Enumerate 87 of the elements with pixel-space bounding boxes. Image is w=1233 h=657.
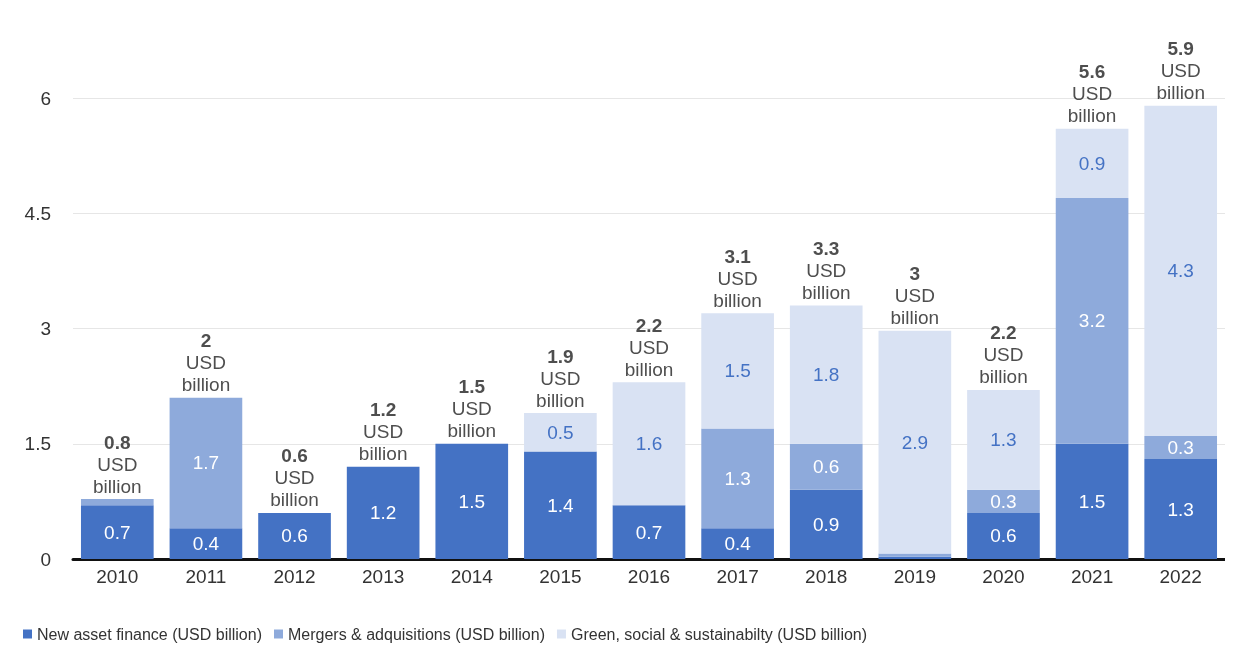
bar <box>789 489 863 559</box>
legend-label: New asset finance (USD billion) <box>37 625 262 643</box>
y-tick-label: 6 <box>40 87 51 109</box>
data-label: 1.4 <box>547 494 575 516</box>
x-tick-label: 2022 <box>1159 566 1202 587</box>
bar <box>80 505 154 559</box>
y-tick-label: 0 <box>40 548 51 570</box>
data-label: 0.9 <box>1078 152 1106 174</box>
y-tick-label: 1.5 <box>24 433 51 455</box>
x-tick-label: 2020 <box>982 566 1025 587</box>
total-label: 1.2 USD billion <box>358 399 408 465</box>
legend-label: Mergers & adquisitions (USD billion) <box>287 625 545 643</box>
bar <box>701 528 774 559</box>
data-label: 0.4 <box>724 533 752 555</box>
x-tick-label: 2012 <box>273 566 316 587</box>
total-label: 3.3 USD billion <box>801 237 851 303</box>
legend-label: Green, social & sustainabilty (USD billion) <box>570 625 868 643</box>
total-label: 3.1 USD billion <box>713 245 762 311</box>
x-tick-label: 2019 <box>893 566 936 587</box>
x-tick-label: 2016 <box>627 566 671 587</box>
data-label: 1.6 <box>635 433 663 455</box>
data-label: 1.3 <box>990 429 1017 451</box>
bar <box>524 451 597 559</box>
bar <box>1144 436 1218 460</box>
total-label: 5.9 USD billion <box>1156 38 1205 104</box>
data-label: 0.3 <box>1167 437 1194 459</box>
bar <box>701 428 774 529</box>
bar <box>1055 128 1129 198</box>
bar <box>346 466 420 559</box>
bar <box>1144 105 1218 437</box>
data-label: 0.3 <box>990 490 1017 512</box>
data-label: 1.5 <box>1078 490 1106 512</box>
total-label: 1.9 USD billion <box>536 345 585 411</box>
data-label: 1.8 <box>813 364 840 386</box>
data-label: 0.7 <box>635 521 663 543</box>
data-label: 0.5 <box>547 421 574 443</box>
x-tick-label: 2011 <box>185 566 227 587</box>
bar <box>967 389 1040 490</box>
data-label: 1.5 <box>724 360 751 382</box>
data-label: 1.7 <box>192 452 220 474</box>
data-label: 1.5 <box>458 490 485 512</box>
total-label: 1.5 USD billion <box>447 376 497 442</box>
x-tick-label: 2017 <box>716 566 759 587</box>
bar <box>169 528 243 559</box>
data-label: 0.6 <box>990 525 1017 547</box>
data-label: 0.6 <box>281 525 308 547</box>
bar <box>1055 443 1129 559</box>
data-label: 1.2 <box>369 502 397 524</box>
bar <box>612 382 686 506</box>
total-label: 2.2 USD billion <box>624 314 674 380</box>
bar <box>967 512 1040 559</box>
bar <box>258 512 331 559</box>
bar <box>435 443 509 559</box>
bar <box>789 443 863 490</box>
data-label: 3.2 <box>1078 310 1106 332</box>
x-tick-label: 2021 <box>1070 566 1114 587</box>
data-label: 4.3 <box>1167 260 1194 282</box>
x-tick-label: 2014 <box>450 566 494 587</box>
y-tick-label: 4.5 <box>24 202 51 224</box>
bar <box>1055 197 1129 444</box>
x-tick-label: 2013 <box>362 566 405 587</box>
total-label: 0.6 USD billion <box>270 445 319 511</box>
x-tick-label: 2010 <box>96 566 139 587</box>
data-label: 1.3 <box>1167 498 1194 520</box>
x-tick-label: 2015 <box>539 566 582 587</box>
total-label: 2.2 USD billion <box>979 322 1028 388</box>
data-label: 1.3 <box>724 467 751 489</box>
bar <box>169 397 243 529</box>
total-label: 0.8 USD billion <box>93 431 142 497</box>
data-label: 2.9 <box>901 431 929 453</box>
bar <box>789 305 863 444</box>
bar <box>878 330 952 554</box>
bar <box>80 499 154 506</box>
total-label: 3 USD billion <box>890 263 940 329</box>
bar <box>1144 459 1218 559</box>
total-label: 5.6 USD billion <box>1067 61 1117 127</box>
x-tick-label: 2018 <box>805 566 848 587</box>
data-label: 0.7 <box>104 521 131 543</box>
bar <box>967 489 1040 513</box>
bar <box>612 505 686 559</box>
data-label: 0.4 <box>192 533 220 555</box>
y-tick-label: 3 <box>40 318 51 339</box>
total-label: 2 USD billion <box>181 330 231 396</box>
bar <box>701 313 774 429</box>
data-label: 0.9 <box>813 513 840 535</box>
bar <box>524 413 597 452</box>
data-label: 0.6 <box>813 456 840 478</box>
